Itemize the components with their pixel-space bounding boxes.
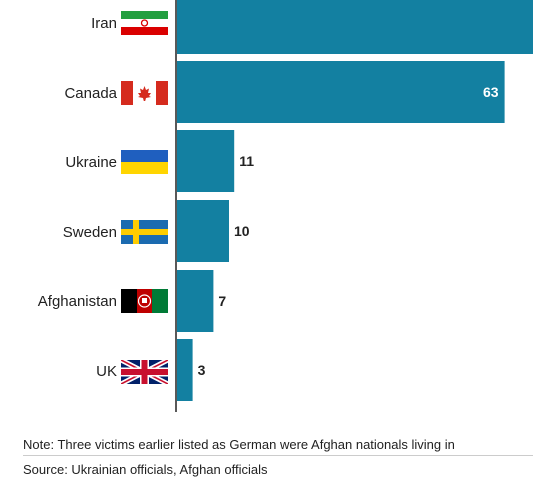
bar-uk xyxy=(177,339,193,401)
ukraine-flag xyxy=(121,150,168,174)
value-label-ukraine: 11 xyxy=(239,153,254,169)
bar-chart: Iran Canada Ukraine Sweden Afghanistan U… xyxy=(38,0,533,412)
category-label-uk: UK xyxy=(96,363,117,380)
canada-flag xyxy=(121,81,168,105)
category-label-iran: Iran xyxy=(91,15,117,32)
bar-afghanistan xyxy=(177,270,214,332)
category-label-ukraine: Ukraine xyxy=(65,154,117,171)
bar-iran xyxy=(177,0,533,54)
footer-note: Note: Three victims earlier listed as Ge… xyxy=(23,437,455,452)
value-label-afghanistan: 7 xyxy=(218,293,226,309)
value-label-sweden: 10 xyxy=(234,223,250,239)
category-label-sweden: Sweden xyxy=(63,224,117,241)
footer-source: Source: Ukrainian officials, Afghan offi… xyxy=(23,462,268,477)
sweden-flag xyxy=(121,220,168,244)
footer-divider xyxy=(23,455,533,456)
category-label-afghanistan: Afghanistan xyxy=(38,293,117,310)
value-label-uk: 3 xyxy=(198,362,206,378)
iran-flag xyxy=(121,11,168,35)
bar-ukraine xyxy=(177,130,235,192)
category-label-canada: Canada xyxy=(64,85,117,102)
bar-canada xyxy=(177,61,505,123)
value-label-canada: 63 xyxy=(483,84,499,100)
afghanistan-flag xyxy=(121,289,168,313)
bar-sweden xyxy=(177,200,229,262)
uk-flag xyxy=(121,360,168,384)
